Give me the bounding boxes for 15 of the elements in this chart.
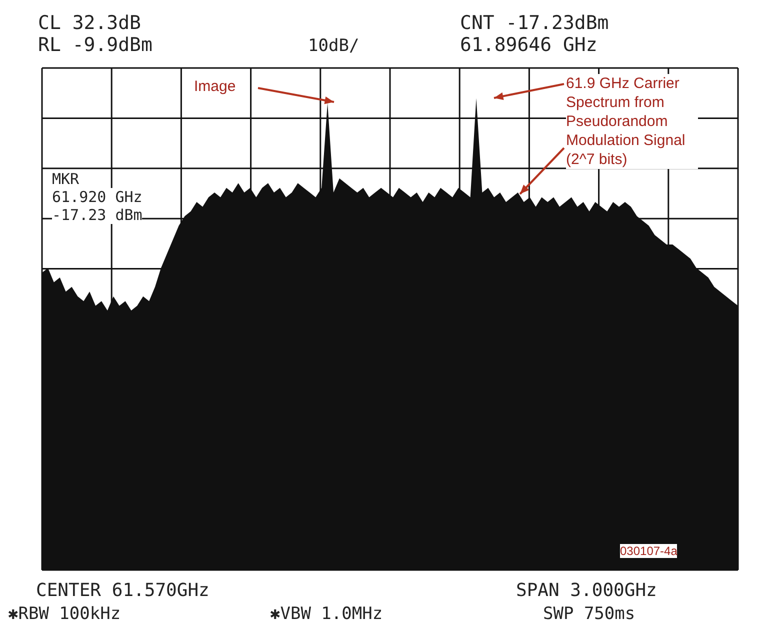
- text: ✱VBW 1.0MHz: [270, 604, 383, 624]
- text: 10dB/: [308, 36, 360, 56]
- annotation: 61.9 GHz Carrier Spectrum from Pseudorandom Modulation Signal (2^7 bits): [566, 74, 698, 169]
- text: Image: [194, 78, 236, 95]
- annotation: 61.920 GHz: [52, 188, 142, 206]
- text: ✱RBW 100kHz: [8, 604, 121, 624]
- annotation: MKR: [52, 170, 80, 188]
- text: CL 32.3dB: [38, 12, 141, 34]
- text: SPAN 3.000GHz: [516, 580, 657, 601]
- text: 61.89646 GHz: [460, 34, 598, 56]
- annotation: -17.23 dBm: [52, 206, 142, 224]
- text: RL -9.9dBm: [38, 34, 152, 56]
- text: CENTER 61.570GHz: [36, 580, 210, 601]
- text: SWP 750ms: [543, 604, 636, 624]
- text: CNT -17.23dBm: [460, 12, 609, 34]
